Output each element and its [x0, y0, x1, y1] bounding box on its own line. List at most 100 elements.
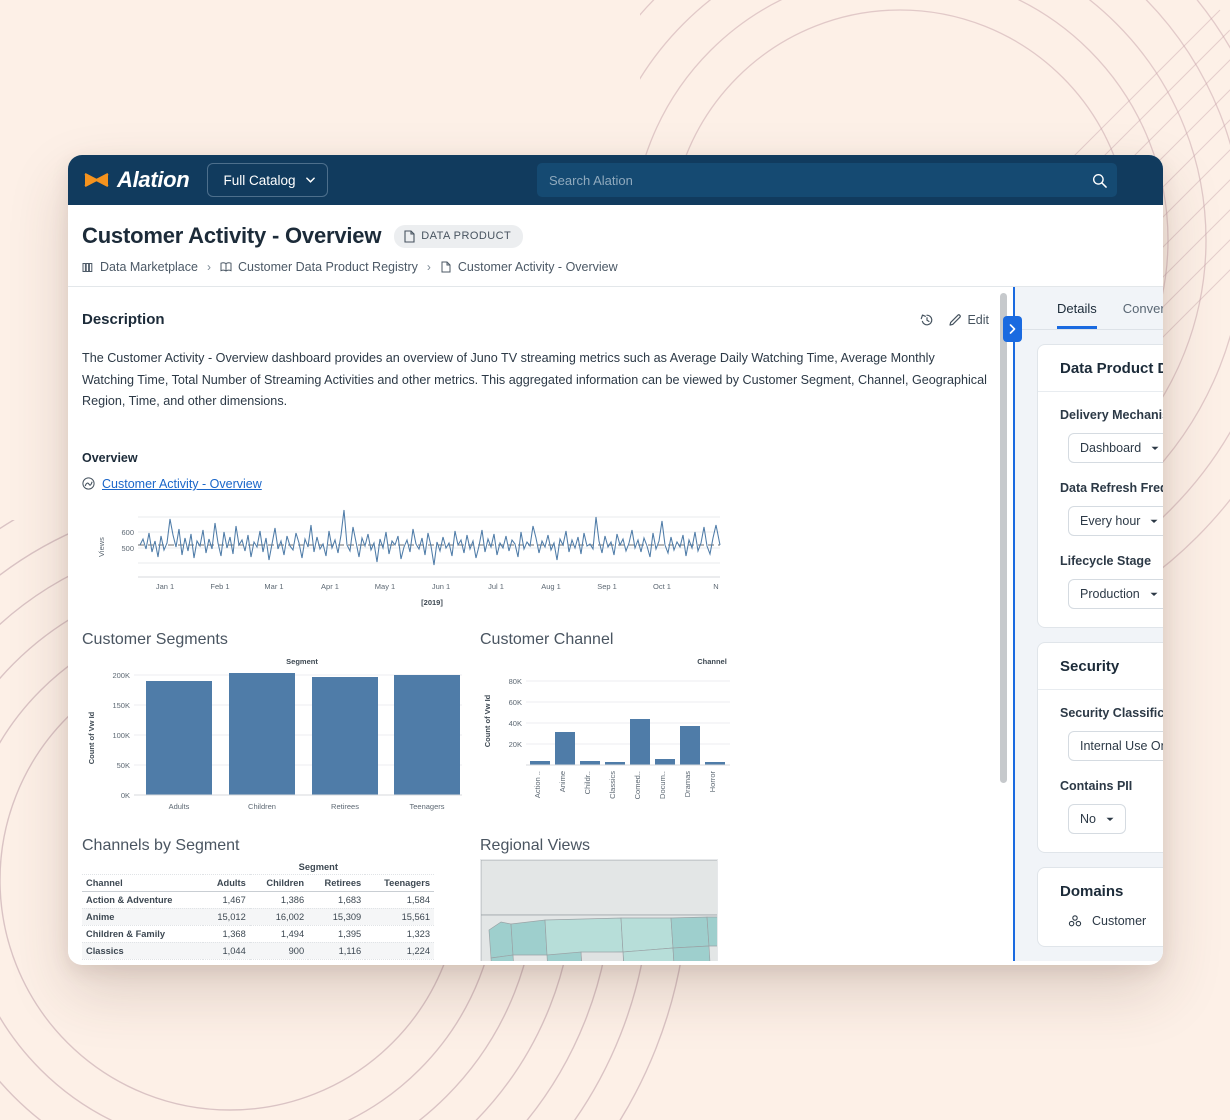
page-title: Customer Activity - Overview — [82, 223, 382, 248]
main-scrollbar[interactable] — [1000, 293, 1007, 953]
edit-button[interactable]: Edit — [948, 313, 989, 327]
select-data-refresh-frequency[interactable]: Every hour — [1068, 506, 1163, 536]
main-content-column: Description — [68, 287, 1013, 961]
channel-xtick-0: Action .. — [533, 771, 542, 798]
table-cell-value: 1,683 — [308, 891, 366, 909]
segments-column-header: Segment — [286, 657, 318, 666]
table-cell-channel: Action & Adventure — [82, 891, 203, 909]
line-chart-ylabel: Views — [97, 537, 106, 557]
line-xtick-5: Jun 1 — [432, 582, 450, 591]
segments-xtick-adults: Adults — [169, 802, 190, 811]
customer-channel-bar-chart: Channel Count of Vw Id 80K — [483, 657, 730, 799]
line-xtick-8: Sep 1 — [597, 582, 617, 591]
embedded-dashboard[interactable]: Views 600 500 — [82, 505, 989, 961]
table-cell-value: 21,186 — [202, 959, 250, 961]
chevron-down-icon — [305, 177, 315, 183]
application-window: Alation Full Catalog Search Alation — [68, 155, 1163, 965]
bar-horror — [705, 761, 725, 765]
line-xtick-1: Feb 1 — [210, 582, 229, 591]
segments-ytick-150k: 150K — [112, 701, 130, 710]
regional-views-map[interactable]: United — [480, 858, 718, 961]
search-placeholder: Search Alation — [549, 172, 633, 188]
description-header: Description — [82, 311, 989, 328]
channel-ytick-40k: 40K — [509, 719, 522, 728]
select-lifecycle-stage[interactable]: Production — [1068, 579, 1163, 609]
value-data-refresh-frequency: Every hour — [1080, 514, 1141, 528]
alation-logo[interactable]: Alation — [84, 167, 190, 192]
card-title-security: Security — [1038, 643, 1163, 690]
segments-xtick-retirees: Retirees — [331, 802, 359, 811]
domain-item-customer[interactable]: Customer — [1068, 914, 1163, 928]
status-badge: DATA PRODUCT — [394, 224, 524, 248]
bar-classics — [605, 761, 625, 765]
logo-wordmark: Alation — [117, 167, 190, 192]
security-card: Security Security Classificat Internal U… — [1037, 642, 1163, 853]
channels-by-segment-table: Segment Channel Adults Children Retirees… — [82, 858, 434, 961]
breadcrumb-separator: › — [206, 260, 211, 274]
table-cell-value: 1,044 — [202, 942, 250, 960]
table-cell-channel: Children & Family — [82, 925, 203, 943]
search-input[interactable]: Search Alation — [537, 163, 1117, 197]
table-col-channel: Channel — [82, 874, 203, 892]
select-contains-pii[interactable]: No — [1068, 804, 1126, 834]
scrollbar-thumb[interactable] — [1000, 293, 1007, 783]
breadcrumb-label: Customer Activity - Overview — [457, 260, 618, 274]
breadcrumb-item-current[interactable]: Customer Activity - Overview — [440, 260, 618, 274]
tab-conversations[interactable]: Convers — [1122, 301, 1163, 316]
value-lifecycle-stage: Production — [1080, 587, 1140, 601]
breadcrumb-item-registry[interactable]: Customer Data Product Registry — [220, 260, 418, 274]
tab-details[interactable]: Details — [1057, 301, 1097, 329]
segments-ytick-0k: 0K — [121, 791, 130, 800]
field-label-delivery-mechanism: Delivery Mechanism — [1060, 408, 1163, 422]
segments-ytick-200k: 200K — [112, 671, 130, 680]
line-chart-xlabel: [2019] — [421, 598, 443, 607]
bar-adults — [146, 680, 212, 795]
table-col-retirees: Retirees — [308, 874, 366, 892]
document-icon — [404, 229, 415, 243]
pencil-icon — [949, 313, 962, 326]
chevron-down-icon — [1150, 519, 1158, 523]
panel-divider — [1013, 287, 1015, 961]
table-cell-value: 1,323 — [365, 925, 434, 943]
top-navigation-bar: Alation Full Catalog Search Alation — [68, 155, 1163, 205]
customer-channel-title: Customer Channel — [480, 630, 614, 648]
table-cell-value: 1,116 — [308, 942, 366, 960]
regional-views-title: Regional Views — [480, 836, 590, 854]
segments-xtick-teenagers: Teenagers — [409, 802, 444, 811]
channel-ytick-20k: 20K — [509, 740, 522, 749]
open-book-icon — [220, 262, 232, 272]
table-cell-value: 1,224 — [365, 942, 434, 960]
breadcrumb: Data Marketplace › Customer Data Product… — [82, 260, 1163, 274]
select-delivery-mechanism[interactable]: Dashboard — [1068, 433, 1163, 463]
table-row: Children & Family 1,368 1,494 1,395 1,323 — [82, 925, 434, 943]
chevron-down-icon — [1106, 817, 1114, 821]
description-heading: Description — [82, 311, 165, 328]
channel-xtick-2: Childr.. — [583, 771, 592, 794]
history-button[interactable] — [920, 313, 934, 327]
bar-action — [530, 760, 550, 765]
line-xtick-0: Jan 1 — [156, 582, 174, 591]
select-security-classification[interactable]: Internal Use Only — [1068, 731, 1163, 761]
domains-card: Domains Customer — [1037, 867, 1163, 947]
bar-anime — [555, 731, 575, 765]
table-row: Classics 1,044 900 1,116 1,224 — [82, 942, 434, 960]
bar-children — [229, 672, 295, 795]
breadcrumb-separator: › — [426, 260, 431, 274]
channel-xtick-1: Anime — [558, 771, 567, 792]
views-line-chart: Views 600 500 — [97, 509, 721, 607]
value-delivery-mechanism: Dashboard — [1080, 441, 1142, 455]
chevron-right-icon — [1009, 324, 1016, 334]
channel-xtick-7: Horror — [708, 770, 717, 792]
line-xtick-2: Mar 1 — [264, 582, 283, 591]
search-icon[interactable] — [1092, 173, 1107, 188]
bar-teenagers — [394, 674, 460, 795]
overview-dashboard-link[interactable]: Customer Activity - Overview — [102, 476, 262, 491]
table-row: Comedies21,18622,38321,56422,239 — [82, 959, 434, 961]
breadcrumb-item-data-marketplace[interactable]: Data Marketplace — [82, 260, 198, 274]
line-xtick-9: Oct 1 — [653, 582, 671, 591]
collapse-panel-button[interactable] — [1003, 316, 1022, 342]
table-col-teenagers: Teenagers — [365, 874, 434, 892]
full-catalog-button[interactable]: Full Catalog — [207, 163, 328, 197]
overview-label: Overview — [82, 450, 138, 465]
card-title-data-product-details: Data Product Deta — [1038, 345, 1163, 392]
